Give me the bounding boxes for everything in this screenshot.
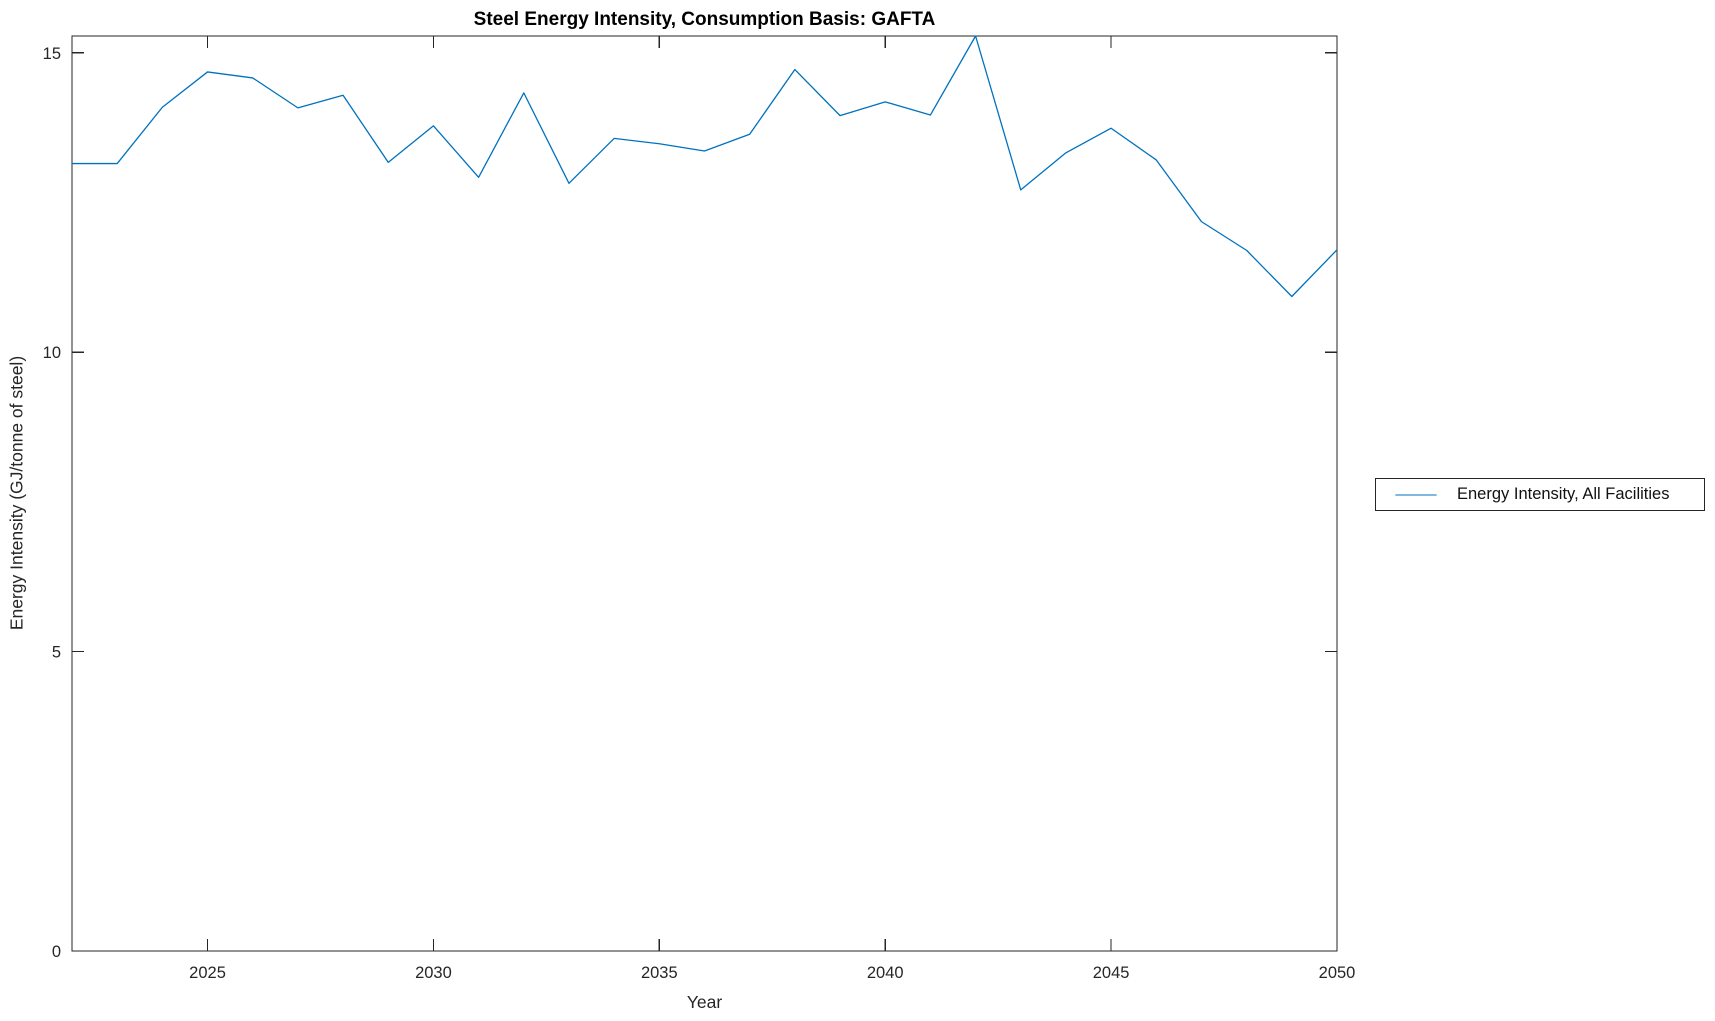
series-line [72,35,1338,298]
x-tick-label: 2030 [415,964,452,982]
x-axis-label: Year [686,992,723,1012]
x-tick-label: 2025 [189,964,226,982]
legend-line-swatch-icon [1395,494,1437,495]
x-tick-label: 2035 [641,964,678,982]
legend: Energy Intensity, All Facilities [1375,478,1705,511]
axes-box [71,35,1338,952]
y-tick-label: 0 [52,943,61,961]
x-tick-label: 2050 [1319,964,1356,982]
y-tick-label: 10 [43,344,61,362]
y-tick-label: 15 [43,45,61,63]
x-tick-label: 2040 [867,964,904,982]
x-tick-label: 2045 [1093,964,1130,982]
y-tick-label: 5 [52,644,61,662]
legend-label: Energy Intensity, All Facilities [1457,485,1670,503]
chart-title: Steel Energy Intensity, Consumption Basi… [473,9,936,30]
